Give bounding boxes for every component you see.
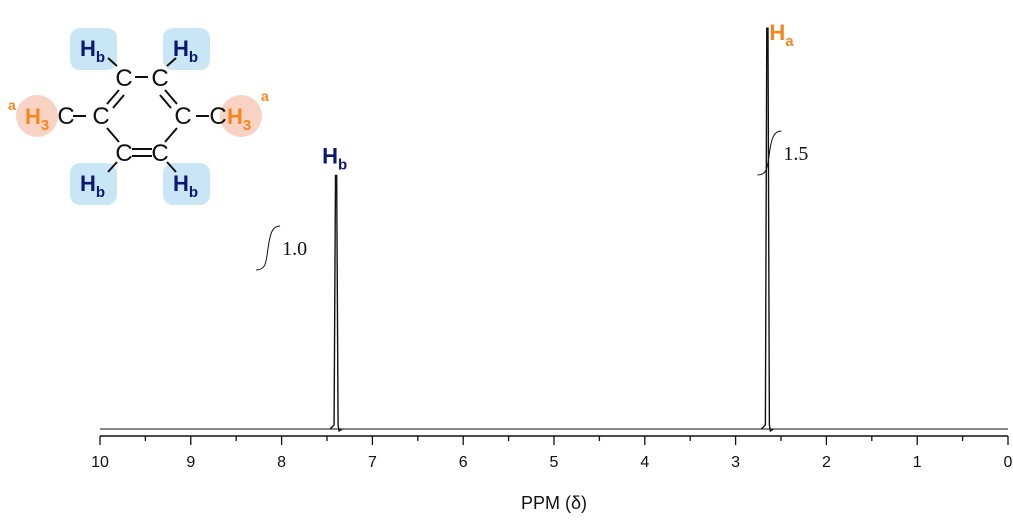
carbon-bottom-right: C	[151, 140, 168, 167]
integral-value: 1.0	[282, 238, 307, 260]
bond-bl-h	[107, 161, 118, 173]
hb-highlight-bottom-left	[70, 163, 117, 205]
x-tick-label: 9	[186, 454, 195, 471]
spectrum-peaks	[329, 27, 774, 433]
bond-ring-upper-left	[106, 89, 120, 105]
methyl-h3-left: H3	[25, 104, 49, 134]
hb-highlight-top-left	[70, 28, 117, 70]
hb-bottom-right: Hb	[173, 171, 198, 201]
carbon-right: C	[174, 103, 191, 130]
hb-top-left: Hb	[80, 36, 105, 66]
x-tick-label: 7	[368, 454, 377, 471]
x-tick-label: 0	[1004, 454, 1013, 471]
peak-label: Ha	[769, 20, 794, 50]
methyl-h3-right: H3	[227, 104, 251, 134]
peak-label: Hb	[322, 143, 347, 173]
bond-ring-lower-left	[106, 127, 120, 143]
methyl-tag-right: a	[261, 88, 269, 104]
carbon-right-methyl: C	[209, 103, 226, 130]
x-ticks	[99, 436, 1009, 445]
x-tick-label: 6	[459, 454, 468, 471]
bond-ring-lower-right	[164, 127, 178, 143]
x-axis-label: PPM (δ)	[521, 493, 587, 513]
integral-value: 1.5	[783, 143, 808, 165]
ha-highlight-left	[16, 95, 58, 137]
integral-marks: 1.0 1.5	[256, 130, 808, 271]
bond-tl-h	[107, 57, 118, 67]
x-tick-label: 4	[640, 454, 649, 471]
bond-ring-upper-right	[164, 89, 178, 105]
hb-highlight-bottom-right	[163, 163, 210, 205]
spectrum-peak	[760, 27, 774, 433]
x-tick-label: 5	[550, 454, 559, 471]
carbon-left-methyl: C	[57, 103, 74, 130]
bond-ring-upper-left-2	[112, 94, 125, 109]
carbon-top-right: C	[151, 65, 168, 92]
bond-tr-h	[166, 57, 177, 67]
carbon-bottom-left: C	[115, 140, 132, 167]
x-tick-labels: 10 9 8 7 6 5 4 3 2 1 0	[91, 454, 1012, 471]
bond-ring-upper-right-2	[159, 94, 172, 109]
ha-highlight-right	[220, 95, 262, 137]
integral-curve	[256, 225, 281, 271]
integral-curve	[757, 130, 782, 176]
x-tick-label: 1	[913, 454, 922, 471]
carbon-left: C	[92, 103, 109, 130]
methyl-tag-left: a	[8, 97, 16, 113]
spectrum-peak	[329, 174, 343, 433]
hb-bottom-left: Hb	[80, 171, 105, 201]
x-tick-label: 10	[91, 454, 109, 471]
bond-br-h	[166, 161, 177, 173]
x-tick-label: 3	[731, 454, 740, 471]
peak-labels: Hb Ha	[322, 20, 794, 173]
hb-top-right: Hb	[173, 36, 198, 66]
x-tick-label: 2	[822, 454, 831, 471]
molecule-structure: C C C C C C C C Hb Hb Hb Hb a H3 H3 a	[8, 28, 269, 205]
x-tick-label: 8	[277, 454, 286, 471]
carbon-top-left: C	[115, 65, 132, 92]
